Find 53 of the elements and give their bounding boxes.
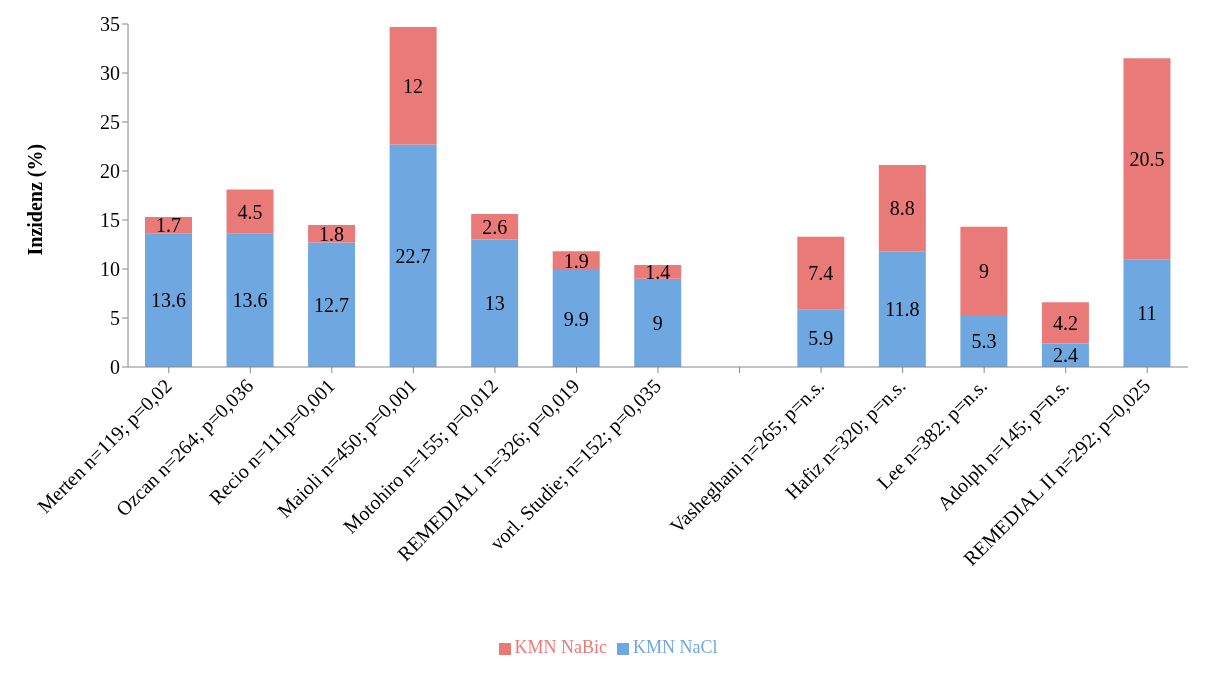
y-tick-label: 35 <box>100 13 120 36</box>
data-label: 9 <box>978 260 989 283</box>
data-label: 1.4 <box>645 261 671 284</box>
data-label: 13 <box>484 292 505 315</box>
y-tick-label: 0 <box>110 356 120 379</box>
y-tick-label: 30 <box>100 62 120 85</box>
data-label: 9.9 <box>563 307 589 330</box>
data-label: 4.2 <box>1052 312 1078 334</box>
y-tick-label: 10 <box>100 258 120 281</box>
legend-label: KMN NaBic <box>514 637 607 657</box>
data-label: 11.8 <box>885 298 920 321</box>
data-label: 13.6 <box>232 289 268 312</box>
data-label: 5.3 <box>971 330 997 353</box>
data-label: 4.5 <box>237 200 263 223</box>
data-label: 22.7 <box>395 244 431 267</box>
y-tick-label: 20 <box>100 160 120 183</box>
bar <box>389 26 437 145</box>
data-label: 11 <box>1137 302 1157 325</box>
legend-label: KMN NaCl <box>633 637 718 657</box>
y-tick-label: 15 <box>100 209 120 232</box>
data-label: 8.8 <box>889 197 915 220</box>
data-label: 1.8 <box>319 222 345 245</box>
data-label: 2.4 <box>1052 344 1078 367</box>
bar <box>1123 58 1171 260</box>
bar <box>1041 302 1089 344</box>
data-label: 2.6 <box>482 215 508 238</box>
bar <box>960 226 1008 316</box>
bar <box>226 233 274 367</box>
data-label: 1.7 <box>156 214 181 237</box>
y-axis-title: Inzidenz (%) <box>24 143 48 256</box>
bar <box>878 165 926 252</box>
bar <box>389 144 437 367</box>
data-label: 7.4 <box>808 262 834 285</box>
y-tick-label: 5 <box>110 307 120 330</box>
bar <box>471 239 519 367</box>
bar <box>1123 259 1171 367</box>
bar <box>797 236 845 310</box>
data-label: 13.6 <box>151 289 186 312</box>
data-label: 1.9 <box>563 249 589 272</box>
data-label: 9 <box>652 312 663 334</box>
bar <box>308 242 356 367</box>
data-label: 12 <box>403 74 424 97</box>
bar <box>552 269 600 367</box>
bar <box>145 233 192 367</box>
bar <box>226 189 274 234</box>
data-label: 12.7 <box>314 293 350 316</box>
bar <box>634 278 682 367</box>
bar <box>960 315 1008 367</box>
bar <box>797 309 845 367</box>
y-tick-label: 25 <box>100 111 120 134</box>
bar <box>878 251 926 367</box>
data-label: 5.9 <box>808 327 834 350</box>
data-label: 20.5 <box>1129 147 1165 170</box>
